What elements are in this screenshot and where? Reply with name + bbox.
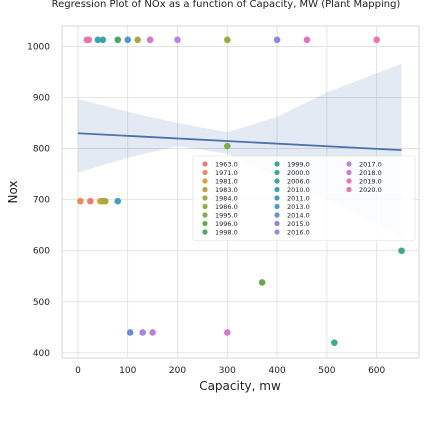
legend-marker [202,220,208,227]
legend-label: 2018.0 [359,169,382,177]
legend-label: 2013.0 [287,203,310,211]
y-tick-label: 1000 [27,42,50,52]
legend-marker [274,186,280,193]
y-tick-label: 800 [33,145,50,155]
legend-marker [346,178,352,184]
scatter-point [94,36,102,44]
legend-marker [202,178,208,184]
scatter-point [85,36,93,44]
scatter-point [174,36,181,44]
scatter-point [146,36,154,44]
y-tick-label: 900 [33,94,50,104]
y-tick-label: 500 [33,298,50,308]
legend-label: 2020.0 [359,186,382,194]
legend-label: 2000.0 [287,169,310,177]
grid [62,26,419,358]
legend-marker [274,161,280,167]
scatter-point [224,36,231,44]
legend-marker [202,203,208,210]
legend-marker [274,220,280,227]
regression-line-group [77,132,402,152]
scatter-point [149,329,156,336]
legend-marker [274,203,280,210]
legend-label: 1981.0 [215,177,238,185]
scatter-point [102,197,109,205]
scatter-point [224,329,231,336]
legend-label: 2019.0 [359,177,382,185]
legend-marker [346,169,352,176]
x-tick-label: 200 [169,366,186,376]
scatter-point [398,247,405,255]
legend-label: 2015.0 [287,220,310,228]
legend-marker [346,186,352,193]
regression-line [77,132,402,152]
legend-marker [274,229,280,235]
scatter-point [224,142,231,150]
x-axis-label: Capacity, mw [199,379,281,393]
x-tick-label: 600 [368,366,385,376]
legend: 1963.01971.01981.01983.01984.01986.01995… [192,155,416,241]
y-ticks: 400 500 600 700 800 900 1000 [27,42,50,358]
y-tick-label: 700 [33,196,50,206]
scatter-point [114,197,122,205]
legend-marker [274,212,280,218]
scatter-point [87,197,94,205]
legend-label: 1984.0 [215,194,238,202]
legend-marker [202,186,208,193]
legend-marker [202,161,208,167]
legend-label: 1999.0 [287,160,310,168]
scatter-point [139,329,146,336]
scatter-point [99,36,107,44]
x-tick-label: 100 [119,366,136,376]
x-tick-label: 400 [269,366,286,376]
y-tick-label: 600 [33,247,50,257]
scatter-point [303,36,311,44]
legend-label: 1983.0 [215,186,238,194]
scatter-point [134,36,141,44]
legend-label: 2010.0 [287,186,310,194]
x-tick-label: 300 [219,366,236,376]
scatter-point [124,36,132,44]
scatter-point [258,279,266,286]
legend-marker [274,195,280,201]
legend-label: 2016.0 [287,228,310,236]
legend-label: 2011.0 [287,194,310,202]
legend-label: 1971.0 [215,169,238,177]
legend-label: 1963.0 [215,160,238,168]
legend-marker [202,229,208,235]
legend-marker [346,161,352,167]
scatter-point [273,36,281,44]
legend-label: 1996.0 [215,220,238,228]
x-tick-label: 0 [75,366,81,376]
legend-marker [202,169,208,176]
legend-label: 1995.0 [215,211,238,219]
scatter-point [373,36,380,44]
legend-marker [274,169,280,176]
legend-marker [274,178,280,184]
scatter-point [126,329,134,336]
legend-label: 1986.0 [215,203,238,211]
y-axis-label: Nox [6,180,20,203]
legend-box [192,155,416,241]
y-tick-label: 400 [33,349,50,359]
legend-marker [202,212,208,218]
legend-marker [202,195,208,201]
legend-label: 2006.0 [287,177,310,185]
scatter-point [77,197,84,205]
legend-label: 2014.0 [287,211,310,219]
scatter-points [77,36,405,346]
legend-label: 1998.0 [215,228,238,236]
legend-label: 2017.0 [359,160,382,168]
scatter-point [331,339,338,346]
chart-title: Regression Plot of NOx as a function of … [52,0,401,10]
scatter-point [114,36,122,44]
x-ticks: 0 100 200 300 400 500 600 [75,366,385,376]
x-tick-label: 500 [318,366,335,376]
